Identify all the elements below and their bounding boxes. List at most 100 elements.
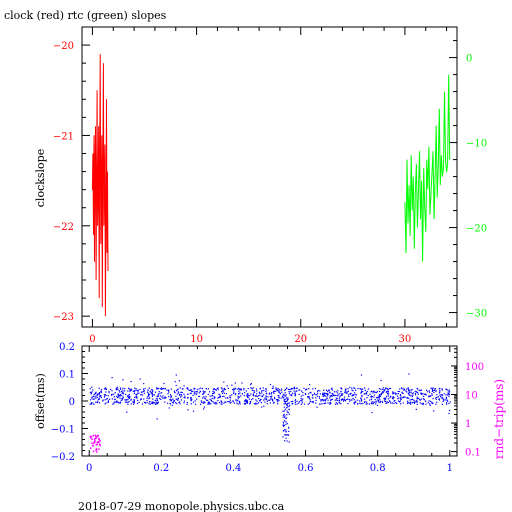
offset-point [122, 391, 124, 393]
offset-point [424, 394, 427, 396]
roundtrip-point [92, 444, 94, 447]
roundtrip-point [96, 443, 98, 446]
offset-point [99, 396, 101, 398]
offset-point [429, 403, 431, 405]
offset-point [180, 396, 182, 398]
offset-point [252, 387, 254, 389]
offset-point [186, 403, 188, 405]
offset-point [177, 397, 179, 399]
roundtrip-point [98, 448, 100, 450]
offset-point [175, 390, 178, 392]
offset-point [92, 398, 94, 400]
clock-slope-series-line [91, 54, 109, 317]
offset-point [306, 388, 308, 390]
offset-point [127, 395, 129, 397]
offset-point [384, 400, 386, 402]
offset-point [400, 395, 402, 397]
offset-point [151, 395, 153, 397]
offset-point [151, 393, 153, 395]
offset-point [435, 390, 437, 392]
offset-point [401, 391, 403, 393]
offset-point [263, 389, 265, 392]
offset-point [402, 402, 404, 404]
offset-point [435, 398, 437, 400]
offset-point [275, 388, 277, 390]
offset-point [276, 399, 278, 401]
offset-point [155, 398, 157, 400]
offset-point [232, 392, 235, 394]
offset-point [348, 394, 350, 396]
offset-point [289, 394, 291, 396]
offset-point [117, 393, 119, 395]
offset-point [159, 395, 161, 397]
offset-point [447, 400, 449, 402]
top-y-left-tick-label: −20 [53, 41, 74, 52]
offset-point [95, 395, 97, 397]
offset-point [340, 399, 342, 401]
offset-point [397, 393, 399, 395]
offset-point [156, 398, 158, 400]
offset-point [339, 402, 341, 404]
offset-point [375, 403, 377, 405]
offset-point [244, 392, 246, 394]
offset-point [309, 384, 311, 386]
offset-point [296, 403, 298, 405]
offset-point [126, 399, 128, 401]
offset-point [352, 395, 354, 397]
offset-point [207, 403, 209, 405]
offset-point [194, 400, 196, 402]
offset-point [209, 398, 211, 400]
offset-point [425, 403, 427, 405]
offset-point [392, 393, 394, 395]
offset-point [229, 402, 231, 404]
offset-point [277, 388, 279, 390]
offset-point [193, 391, 195, 393]
offset-point [252, 395, 254, 397]
offset-point [385, 402, 387, 404]
offset-point [316, 406, 318, 408]
offset-point [223, 381, 225, 383]
offset-point [189, 392, 191, 394]
offset-point [161, 388, 163, 390]
offset-point [408, 394, 410, 396]
offset-point [116, 400, 118, 402]
offset-point [261, 392, 263, 394]
offset-point [211, 397, 213, 399]
offset-point [431, 387, 433, 389]
offset-point [378, 395, 381, 397]
offset-point [338, 398, 340, 400]
offset-point [448, 402, 450, 404]
offset-point [90, 399, 92, 401]
offset-point [308, 393, 310, 395]
offset-point [237, 400, 239, 402]
offset-point [96, 401, 99, 404]
offset-point [365, 403, 367, 405]
offset-point [133, 402, 136, 404]
offset-point [205, 399, 207, 401]
offset-point [381, 392, 383, 394]
offset-point [103, 395, 106, 397]
offset-point [98, 397, 100, 399]
offset-point [342, 393, 344, 395]
offset-point [379, 390, 381, 393]
offset-point [372, 402, 374, 405]
offset-point [361, 394, 363, 397]
offset-point [371, 403, 373, 405]
offset-point [273, 392, 275, 394]
offset-point [250, 383, 252, 386]
offset-point [385, 397, 387, 399]
offset-point [354, 392, 356, 394]
offset-point [118, 395, 120, 397]
offset-point [371, 401, 373, 403]
offset-point [407, 392, 409, 395]
offset-point [232, 400, 234, 402]
offset-point [321, 399, 323, 401]
offset-point [155, 400, 157, 402]
offset-point [327, 390, 329, 392]
offset-point [337, 390, 339, 392]
offset-point [428, 396, 430, 398]
offset-point [290, 401, 292, 403]
offset-point [128, 388, 130, 390]
offset-point [293, 386, 295, 388]
offset-point [298, 402, 300, 404]
